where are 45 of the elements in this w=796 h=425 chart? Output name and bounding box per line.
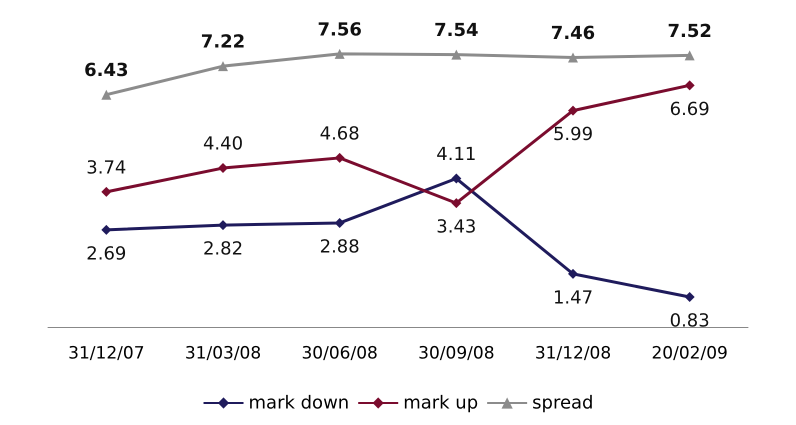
point — [684, 50, 695, 60]
point — [334, 48, 345, 59]
data-label: 3.74 — [86, 157, 126, 178]
point — [101, 186, 112, 197]
point — [101, 224, 112, 235]
data-label: 7.52 — [667, 20, 712, 42]
data-label: 3.43 — [436, 216, 476, 238]
point — [218, 220, 228, 230]
x-tick-label: 31/12/07 — [68, 344, 145, 364]
point — [218, 61, 228, 72]
data-label: 7.56 — [317, 19, 362, 40]
data-label: 2.88 — [320, 236, 360, 258]
point — [101, 90, 112, 100]
data-label: 2.82 — [202, 238, 244, 260]
data-label: 2.69 — [86, 243, 126, 264]
x-tick-label: 31/12/08 — [534, 344, 612, 364]
point — [334, 218, 345, 228]
data-label: 4.40 — [202, 134, 244, 155]
data-label: 7.22 — [200, 32, 246, 53]
x-tick-label: 20/02/09 — [651, 344, 728, 364]
x-tick-label: 30/06/08 — [301, 344, 378, 364]
point — [568, 52, 578, 63]
point — [334, 152, 345, 163]
data-label: 0.83 — [670, 310, 710, 332]
point — [451, 198, 462, 208]
point — [451, 174, 462, 184]
point — [684, 292, 695, 302]
data-label: 5.99 — [552, 124, 594, 146]
data-label: 7.46 — [550, 23, 596, 44]
x-tick-label: 30/09/08 — [418, 344, 495, 364]
point — [568, 106, 578, 116]
x-tick-label: 31/03/08 — [184, 344, 262, 364]
data-label: 4.11 — [436, 144, 476, 166]
legend-label: mark down — [248, 392, 350, 414]
data-label: 7.54 — [434, 20, 479, 42]
point — [451, 50, 462, 60]
point — [684, 80, 695, 90]
point — [568, 268, 578, 279]
legend-label: spread — [532, 392, 594, 414]
legend-label: mark up — [403, 392, 478, 414]
data-label: 1.47 — [552, 287, 594, 308]
data-label: 6.43 — [84, 60, 129, 82]
data-label: 4.68 — [320, 123, 360, 144]
point — [218, 163, 228, 174]
data-label: 6.69 — [670, 98, 710, 120]
